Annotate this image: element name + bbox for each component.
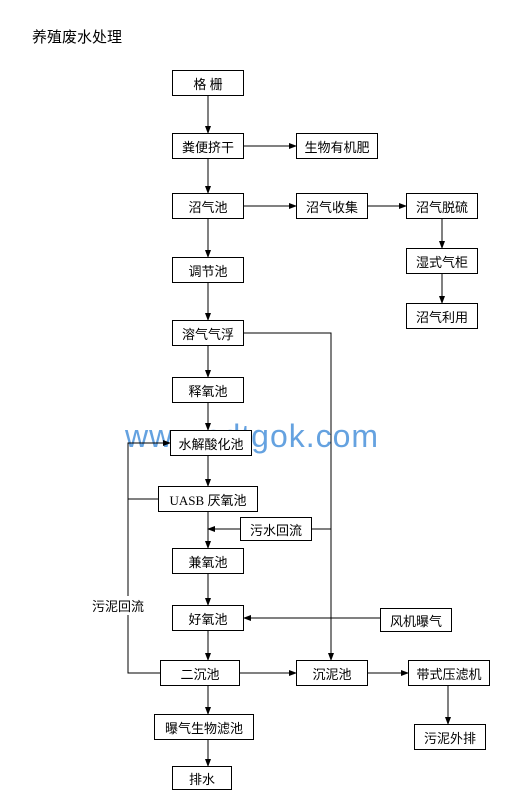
node-n5: 沼气收集 bbox=[296, 193, 368, 219]
node-n19: 沉泥池 bbox=[296, 660, 368, 686]
node-n22: 污泥外排 bbox=[414, 724, 486, 750]
page-title: 养殖废水处理 bbox=[32, 26, 122, 47]
node-n1: 格 栅 bbox=[172, 70, 244, 96]
node-n11: 释氧池 bbox=[172, 377, 244, 403]
node-n9: 沼气利用 bbox=[406, 303, 478, 329]
node-n7: 湿式气柜 bbox=[406, 248, 478, 274]
node-n21: 曝气生物滤池 bbox=[154, 714, 254, 740]
node-n14: 污水回流 bbox=[240, 517, 312, 541]
node-n12: 水解酸化池 bbox=[170, 430, 252, 456]
node-n18: 二沉池 bbox=[160, 660, 240, 686]
node-n13: UASB 厌氧池 bbox=[158, 486, 258, 512]
node-n6: 沼气脱硫 bbox=[406, 193, 478, 219]
node-n10: 溶气气浮 bbox=[172, 320, 244, 346]
node-n20: 带式压滤机 bbox=[408, 660, 490, 686]
node-n15: 兼氧池 bbox=[172, 548, 244, 574]
node-n16: 好氧池 bbox=[172, 605, 244, 631]
node-n4: 沼气池 bbox=[172, 193, 244, 219]
node-n2: 粪便挤干 bbox=[172, 133, 244, 159]
edge-24 bbox=[128, 443, 170, 673]
node-n17: 风机曝气 bbox=[380, 608, 452, 632]
node-n8: 调节池 bbox=[172, 257, 244, 283]
watermark: www.sdtgok.com bbox=[125, 418, 379, 455]
label-l1: 污泥回流 bbox=[92, 596, 144, 615]
node-n3: 生物有机肥 bbox=[296, 133, 378, 159]
node-n23: 排水 bbox=[172, 766, 232, 790]
